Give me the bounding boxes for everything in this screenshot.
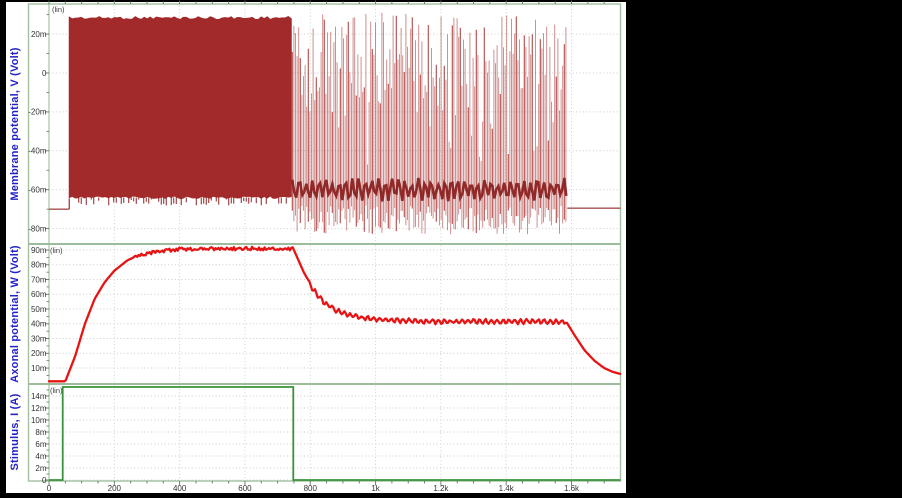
y-tick-label: -60m [28,186,47,195]
x-tick-label: 1.2k [433,484,449,493]
y-tick-label: -20m [28,108,47,117]
y-tick-label: 30m [31,334,47,343]
y-tick-label: 20m [31,349,47,358]
y-tick-label: 0 [42,69,47,78]
y-tick-label: 90m [31,246,47,255]
y-axis-title-axonal: Axonal potential, W (Volt) [9,245,21,383]
y-tick-label: -40m [28,147,47,156]
y-tick-label: 4m [35,452,46,461]
axonal-trace [47,245,622,383]
y-tick-label: 12m [31,404,47,413]
x-tick-label: 800 [304,484,318,493]
scale-mode-label-axonal: (lin) [50,246,63,255]
y-tick-label: 20m [31,30,47,39]
membrane-dense-spiking-block [68,16,292,199]
y-tick-label: 70m [31,275,47,284]
scale-mode-label-membrane: (lin) [52,5,65,14]
chart-frame [27,3,622,482]
y-tick-label: -80m [28,224,47,233]
y-tick-label: 6m [35,440,46,449]
y-tick-label: 14m [31,392,47,401]
y-tick-label: 50m [31,305,47,314]
x-tick-label: 600 [238,484,252,493]
stimulus-trace [49,386,621,481]
y-axis-title-membrane: Membrane potential, V (Volt) [9,47,21,201]
x-tick-label: 1.6k [564,484,580,493]
membrane-subthreshold-band [291,177,568,203]
y-tick-label: 8m [35,428,46,437]
x-tick-label: 400 [173,484,187,493]
y-tick-label: 80m [31,261,47,270]
scale-mode-label-stimulus: (lin) [50,386,63,395]
y-tick-label: 10m [31,364,47,373]
x-tick-label: 0 [47,484,52,493]
y-tick-label: 60m [31,290,47,299]
y-axis-title-stimulus: Stimulus, I (A) [9,393,21,471]
x-tick-label: 200 [108,484,122,493]
x-tick-label: 1.4k [499,484,515,493]
y-tick-label: 40m [31,320,47,329]
y-tick-label: 0 [42,476,47,485]
y-tick-label: 2m [35,464,46,473]
x-tick-label: 1k [371,484,380,493]
y-tick-label: 10m [31,416,47,425]
